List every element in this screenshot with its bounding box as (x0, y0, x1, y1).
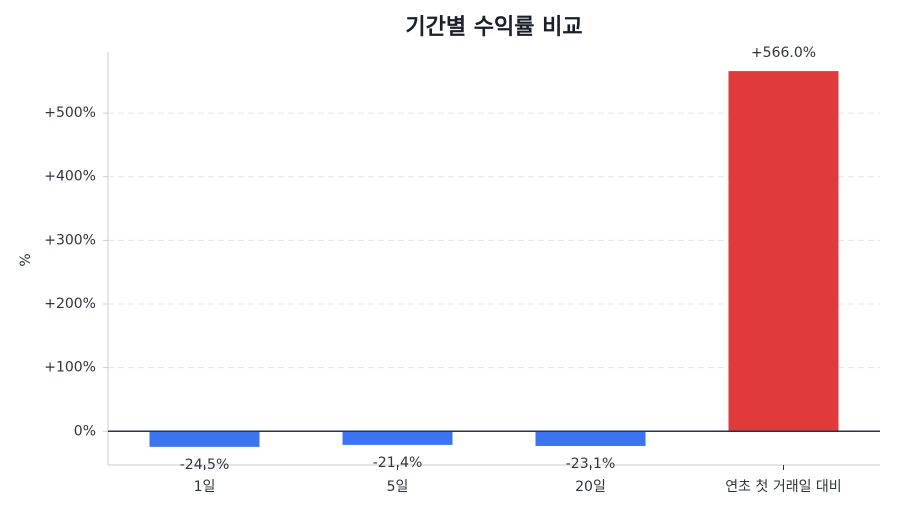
y-tick-label: +300% (44, 232, 96, 248)
bar (342, 431, 453, 445)
y-tick-label: +200% (44, 296, 96, 312)
y-tick-label: 0% (74, 423, 96, 439)
bar (535, 431, 646, 446)
value-label: -24.5% (180, 457, 230, 473)
bar (149, 431, 260, 447)
x-tick-label: 1일 (194, 479, 216, 495)
bar (728, 71, 839, 432)
chart-title: 기간별 수익률 비교 (405, 15, 582, 40)
x-tick-label: 5일 (387, 479, 409, 495)
y-tick-label: +400% (44, 169, 96, 185)
y-tick-label: +100% (44, 360, 96, 376)
value-label: +566.0% (751, 45, 816, 61)
value-label: -21.4% (373, 455, 423, 471)
value-label: -23.1% (566, 456, 616, 472)
x-tick-label: 연초 첫 거래일 대비 (725, 479, 841, 495)
y-tick-label: +500% (44, 105, 96, 121)
x-tick-label: 20일 (575, 479, 606, 495)
y-axis-label: % (18, 253, 34, 266)
